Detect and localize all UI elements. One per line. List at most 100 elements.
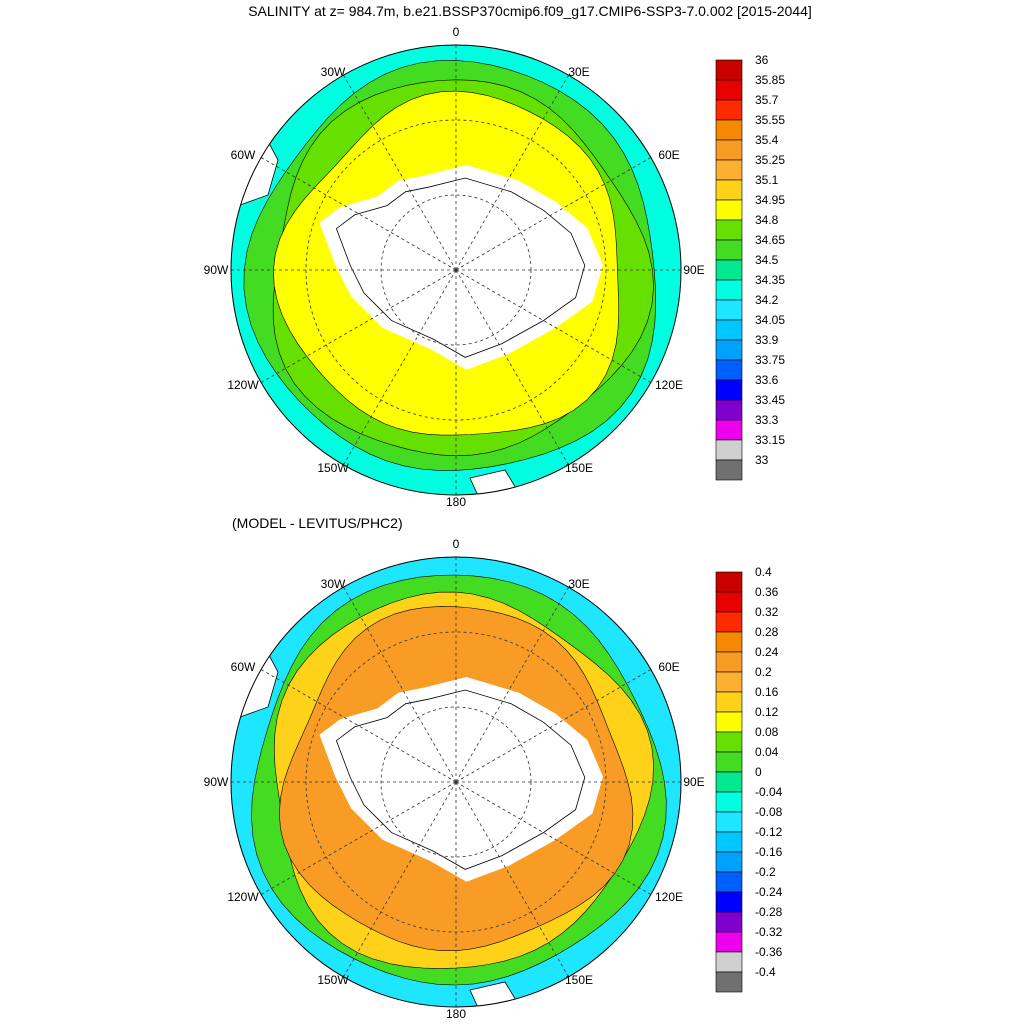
legend-swatch [715,611,743,633]
lon-label: 120E [655,890,683,904]
lon-label: 60E [658,148,679,162]
legend-swatch [715,891,743,913]
legend-label: 33.9 [755,333,779,347]
legend-swatch [715,711,743,733]
legend-swatch [715,59,743,81]
antarctica-land [319,165,603,370]
legend-label: 0.16 [755,685,779,699]
legend-label: 35.25 [755,153,785,167]
lon-label: 180 [446,495,466,509]
legend-label: 33.15 [755,433,785,447]
legend-label: 34.95 [755,193,785,207]
legend-swatch [715,951,743,973]
lon-label: 90E [683,775,704,789]
legend-swatch [715,299,743,321]
lon-label: 120W [227,378,259,392]
legend-label: 33.75 [755,353,785,367]
salinity-map-field [231,45,681,495]
legend-swatch [715,691,743,713]
legend-label: -0.28 [755,905,783,919]
legend-swatch [715,119,743,141]
map-border [230,556,682,1008]
lon-label: 180 [446,1007,466,1021]
lon-label: 0 [453,25,460,39]
lon-label: 150W [317,461,349,475]
legend-swatch [715,851,743,873]
legend-label: -0.24 [755,885,783,899]
antarctica-coastline [335,177,586,358]
legend-swatch [715,731,743,753]
lon-label: 120E [655,378,683,392]
legend-swatch [715,791,743,813]
legend-label: -0.04 [755,785,783,799]
lon-label: 30W [321,65,346,79]
legend-label: 33.45 [755,393,785,407]
legend-swatch [715,459,743,481]
antarctica-coastline [335,689,586,870]
lon-label: 30W [321,577,346,591]
legend-label: -0.32 [755,925,783,939]
legend-swatch [715,139,743,161]
legend-label: 34.2 [755,293,779,307]
graticule [231,557,681,1007]
legend-swatch [715,259,743,281]
legend-label: 34.05 [755,313,785,327]
legend-swatch [715,419,743,441]
legend-label: 35.4 [755,133,779,147]
legend-swatch [715,911,743,933]
legend-label: 0.12 [755,705,779,719]
legend-swatch [715,439,743,461]
legend-label: 35.85 [755,73,785,87]
legend-label: -0.2 [755,865,776,879]
legend-swatch [715,931,743,953]
lon-label: 150W [317,973,349,987]
difference-map-legend: 0.4 0.36 0.32 0.28 0.24 0.2 0.16 0.12 0.08 0.04 0 -… [715,565,783,993]
legend-label: 35.7 [755,93,779,107]
lon-label: 30E [568,577,589,591]
legend-label: -0.36 [755,945,783,959]
legend-label: -0.12 [755,825,783,839]
lon-label: 60E [658,660,679,674]
legend-label: 36 [755,53,769,67]
legend-swatch [715,159,743,181]
legend-label: 0.2 [755,665,772,679]
legend-swatch [715,871,743,893]
legend-swatch [715,571,743,593]
lon-label: 60W [231,148,256,162]
antarctica-land [319,677,603,882]
legend-label: 0.32 [755,605,779,619]
legend-label: 0 [755,765,762,779]
salinity-map: 0 30E 60E 90E 120E 150E 180 150W 120W 90W 60W 30W 36… [204,25,786,509]
legend-swatch [715,359,743,381]
legend-swatch [715,399,743,421]
figure-title: SALINITY at z= 984.7m, b.e21.BSSP370cmip… [248,3,812,19]
legend-swatch [715,199,743,221]
lon-label: 90W [204,775,229,789]
legend-swatch [715,279,743,301]
legend-label: -0.08 [755,805,783,819]
legend-label: -0.16 [755,845,783,859]
legend-swatch [715,831,743,853]
lon-label: 0 [453,537,460,551]
legend-swatch [715,319,743,341]
lon-label: 30E [568,65,589,79]
legend-swatch [715,631,743,653]
graticule [231,45,681,495]
legend-swatch [715,179,743,201]
difference-subtitle: (MODEL - LEVITUS/PHC2) [232,515,403,531]
legend-swatch [715,79,743,101]
legend-label: 0.36 [755,585,779,599]
legend-swatch [715,239,743,261]
legend-label: 33.6 [755,373,779,387]
lon-label: 90W [204,263,229,277]
legend-label: 33.3 [755,413,779,427]
legend-label: 34.65 [755,233,785,247]
legend-swatch [715,379,743,401]
lon-label: 90E [683,263,704,277]
legend-swatch [715,219,743,241]
lon-label: 120W [227,890,259,904]
legend-label: 35.1 [755,173,779,187]
difference-map: 0 30E 60E 90E 120E 150E 180 150W 120W 90W 60W 30W 0.… [204,537,783,1021]
legend-label: 33 [755,453,769,467]
lon-label: 150E [565,461,593,475]
